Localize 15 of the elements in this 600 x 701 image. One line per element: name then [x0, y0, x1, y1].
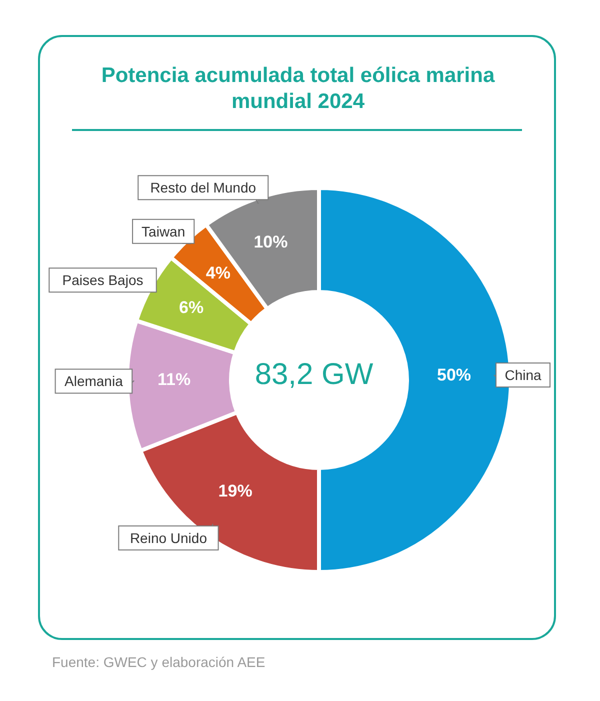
data-label: 4% [206, 263, 230, 282]
data-label: 19% [218, 481, 252, 500]
data-label: 10% [254, 232, 288, 252]
slice-label: Paises Bajos [62, 272, 144, 288]
slice-label: Resto del Mundo [150, 180, 256, 196]
text: 83,2 GW [254, 357, 374, 393]
slice-label: China [504, 367, 542, 383]
slice-label: Reino Unido [130, 530, 208, 546]
chart-title: Potencia acumulada total eólica marina mundial 2024 [100, 63, 496, 115]
data-label: 50% [436, 366, 472, 384]
data-label: 11% [158, 370, 191, 389]
source-note: Fuente: GWEC y elaboración AEE [52, 654, 266, 670]
slice-label: Alemania [64, 373, 124, 390]
data-label: 6% [179, 298, 204, 318]
slice-label: Taiwan [142, 223, 186, 240]
